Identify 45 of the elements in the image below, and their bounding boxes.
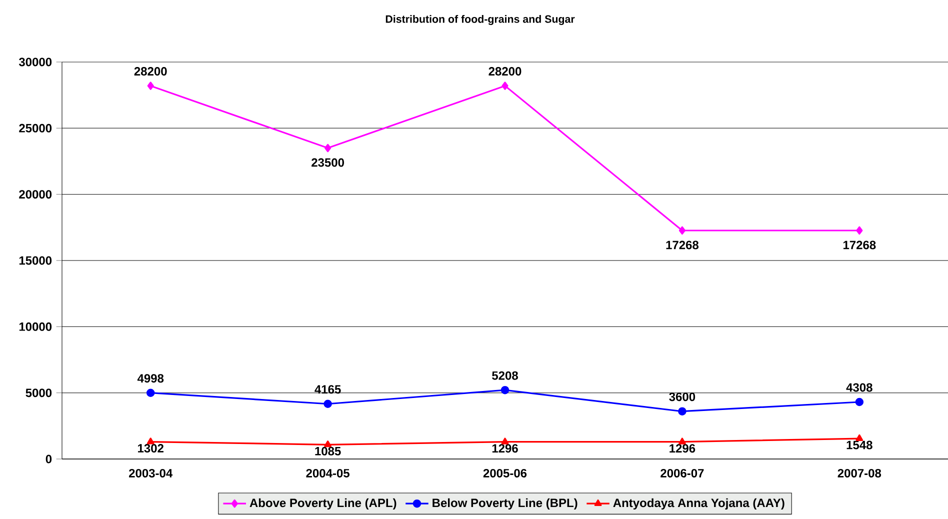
y-tick-label: 30000: [18, 58, 52, 66]
data-label: 23500: [312, 158, 344, 167]
chart-title: Distribution of food-grains and Sugar: [386, 14, 575, 25]
point: [856, 226, 863, 235]
data-label: 4998: [137, 374, 164, 383]
data-label: 28200: [134, 67, 167, 76]
point: [500, 386, 510, 394]
y-tick-label: 15000: [19, 256, 52, 265]
data-label: 28200: [488, 67, 522, 76]
y-tick-label: 0: [46, 454, 52, 464]
y-tick-label: 25000: [19, 124, 52, 132]
x-tick-label: 2006-07: [660, 468, 704, 478]
point: [501, 438, 509, 444]
point: [324, 400, 332, 408]
legend-label: Antyodaya Anna Yojana (AAY): [613, 498, 784, 510]
point: [678, 438, 686, 444]
point: [502, 82, 508, 90]
y-tick-label: 10000: [19, 322, 52, 331]
point: [147, 82, 154, 90]
y-tick-label: 5000: [26, 388, 52, 398]
data-label: 4165: [314, 385, 341, 394]
x-tick-label: 2004-05: [306, 468, 350, 478]
point: [855, 398, 864, 406]
point: [146, 438, 154, 444]
data-label: 1085: [315, 446, 341, 456]
data-label: 3600: [669, 392, 696, 402]
data-label: 17268: [843, 240, 876, 250]
data-label: 17268: [666, 240, 699, 250]
point: [146, 388, 155, 397]
x-tick-label: 2005-06: [483, 468, 527, 478]
data-label: 1296: [670, 444, 696, 453]
legend-label: Above Poverty Line (APL): [250, 498, 396, 510]
legend-label: Below Poverty Line (BPL): [432, 498, 578, 510]
data-label: 1296: [492, 444, 518, 453]
point: [324, 144, 332, 152]
data-label: 5208: [492, 371, 518, 380]
data-label: 4308: [846, 383, 872, 392]
x-tick-label: 2007-08: [838, 468, 882, 478]
point: [678, 226, 686, 235]
data-label: 1548: [846, 440, 872, 450]
point: [678, 407, 686, 416]
data-label: 1302: [138, 444, 164, 453]
y-tick-label: 20000: [19, 190, 52, 199]
point: [856, 434, 864, 441]
x-tick-label: 2003-04: [129, 468, 173, 478]
